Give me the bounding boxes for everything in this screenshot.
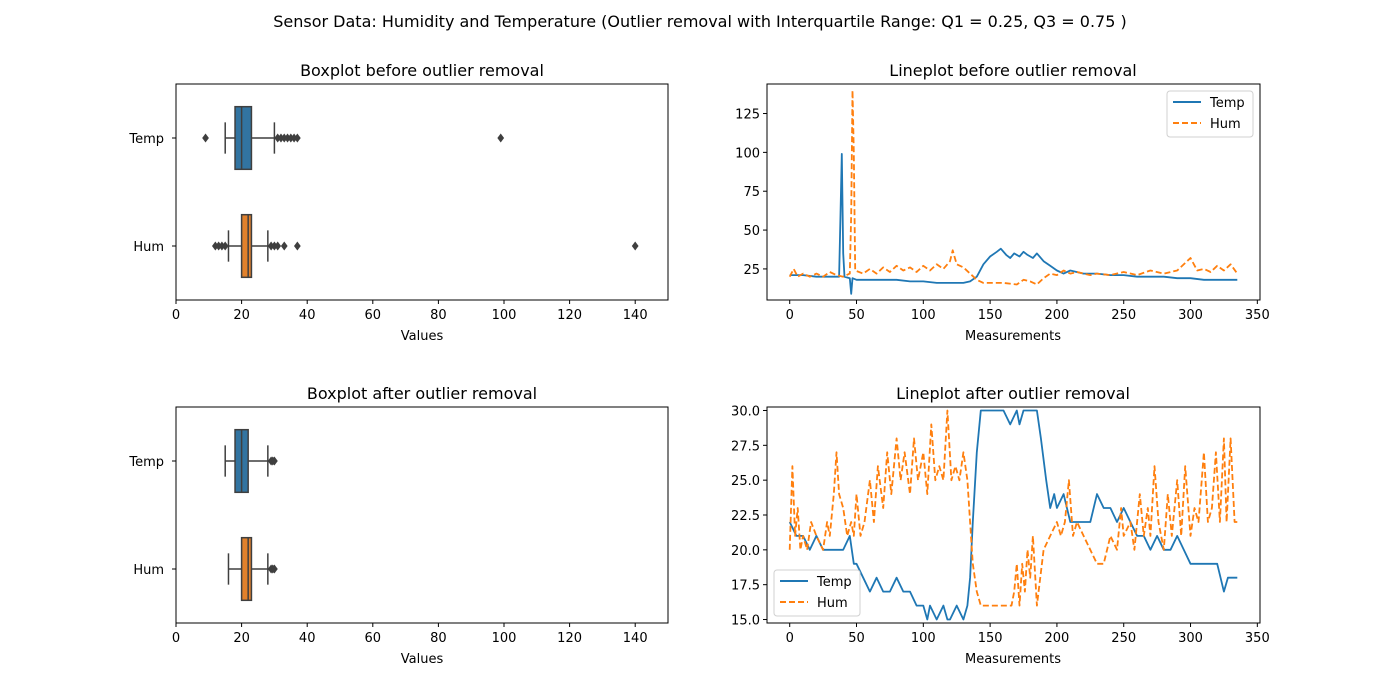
figure-suptitle: Sensor Data: Humidity and Temperature (O… [273,12,1126,31]
x-tick-label: 200 [1045,308,1070,323]
x-tick-label: 0 [172,631,180,646]
x-tick-label: 100 [911,308,936,323]
y-tick-label: 15.0 [731,614,760,629]
x-axis-label-lineplot-after: Measurements [965,652,1061,667]
plot-area-boxplot-after: 0 20 40 60 80 100 120 140 Temp Hum [128,428,648,646]
legend-hum-label: Hum [1210,117,1241,132]
x-tick-label: 250 [1111,631,1136,646]
x-tick-label: 100 [492,308,517,323]
y-tick-label: Temp [128,132,164,147]
panel-title-boxplot-after: Boxplot after outlier removal [307,384,537,403]
legend-temp-label: Temp [1209,96,1245,111]
axes-frame-boxplot-before [175,83,669,301]
y-tick-label: Hum [133,563,164,578]
panel-boxplot-before: Boxplot before outlier removal 0 20 40 60 80… [128,61,669,344]
outlier-point [497,133,505,143]
x-tick-label: 200 [1045,631,1070,646]
y-tick-label: 27.5 [731,439,760,454]
x-axis-label-lineplot-before: Measurements [965,329,1061,344]
x-tick-label: 60 [365,308,382,323]
x-axis-label-boxplot-before: Values [401,329,444,344]
plot-area-lineplot-after: 0 50 100 150 200 250 300 350 15.0 17.5 20.0 22.5 25.… [731,404,1270,646]
x-tick-label: 0 [786,308,794,323]
y-tick-label: 17.5 [731,579,760,594]
y-tick-label: 20.0 [731,544,760,559]
plot-area-lineplot-before: 0 50 100 150 200 250 300 350 25 50 75 100 125 [735,89,1270,323]
y-tick-label: 100 [735,146,760,161]
panel-boxplot-after: Boxplot after outlier removal 0 20 40 60 80 1… [128,384,669,667]
axes-frame-boxplot-after [175,406,669,624]
x-tick-label: 300 [1178,308,1203,323]
outlier-point [631,241,639,251]
y-tick-label: 75 [743,185,760,200]
x-tick-label: 20 [233,631,250,646]
x-tick-label: 80 [430,631,447,646]
y-tick-label: 125 [735,108,760,123]
panel-title-boxplot-before: Boxplot before outlier removal [300,61,544,80]
x-tick-label: 300 [1178,631,1203,646]
x-tick-label: 150 [978,308,1003,323]
y-tick-label: 22.5 [731,509,760,524]
outlier-point [280,241,288,251]
outlier-point [293,133,301,143]
series-line-temp [788,409,1238,621]
x-tick-label: 100 [911,631,936,646]
panel-lineplot-before: Lineplot before outlier removal 0 50 100 15… [735,61,1270,344]
x-tick-label: 350 [1245,308,1270,323]
x-tick-label: 140 [623,631,648,646]
box-hum [240,213,253,279]
axes-frame-lineplot-after [766,406,1261,624]
plot-area-boxplot-before: 0 20 40 60 80 100 120 140 Temp Hum [128,105,648,323]
legend-temp-label: Temp [816,575,852,590]
outlier-point [271,564,278,574]
series-line-hum [788,409,1238,607]
x-tick-label: 40 [299,631,316,646]
series-line-hum [788,89,1239,286]
panel-title-lineplot-before: Lineplot before outlier removal [889,61,1136,80]
box-hum [240,536,253,602]
legend-lineplot-before: Temp Hum [1166,90,1254,138]
axes-frame-lineplot-before [766,83,1261,301]
x-tick-label: 100 [492,631,517,646]
outlier-point [293,241,301,251]
legend-lineplot-after: Temp Hum [773,569,861,617]
outlier-point [274,241,282,251]
x-tick-label: 120 [557,631,582,646]
y-tick-label: 25 [743,263,760,278]
y-tick-label: 25.0 [731,474,760,489]
x-tick-label: 250 [1111,308,1136,323]
box-temp [234,105,253,171]
outlier-point [221,241,229,251]
y-tick-label: 50 [743,224,760,239]
series-line-temp [789,153,1238,295]
x-tick-label: 20 [233,308,250,323]
x-tick-label: 40 [299,308,316,323]
x-tick-label: 0 [786,631,794,646]
y-tick-label: Hum [133,240,164,255]
x-tick-label: 60 [365,631,382,646]
x-tick-label: 80 [430,308,447,323]
x-tick-label: 140 [623,308,648,323]
y-tick-label: 30.0 [731,404,760,419]
x-tick-label: 350 [1245,631,1270,646]
panel-lineplot-after: Lineplot after outlier removal 0 50 100 150… [731,384,1270,667]
x-tick-label: 0 [172,308,180,323]
x-tick-label: 50 [848,308,865,323]
x-tick-label: 120 [557,308,582,323]
outlier-point [271,456,278,466]
y-tick-label: Temp [128,455,164,470]
x-axis-label-boxplot-after: Values [401,652,444,667]
legend-hum-label: Hum [817,596,848,611]
x-tick-label: 50 [848,631,865,646]
panel-title-lineplot-after: Lineplot after outlier removal [896,384,1130,403]
x-tick-label: 150 [978,631,1003,646]
outlier-point [202,133,209,143]
